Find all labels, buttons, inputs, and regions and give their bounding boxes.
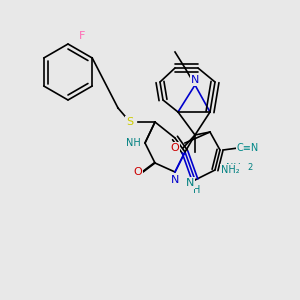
Text: O: O	[171, 143, 179, 153]
Text: N: N	[171, 175, 179, 185]
Text: F: F	[79, 31, 85, 41]
Text: C≡N: C≡N	[237, 143, 259, 153]
Text: S: S	[126, 117, 134, 127]
Text: H: H	[193, 185, 201, 195]
Text: NH₂: NH₂	[221, 165, 239, 175]
Text: 2: 2	[247, 164, 252, 172]
Text: N: N	[191, 75, 199, 85]
Text: NH: NH	[226, 163, 240, 173]
Text: N: N	[186, 178, 194, 188]
Text: NH: NH	[126, 138, 140, 148]
Text: O: O	[134, 167, 142, 177]
